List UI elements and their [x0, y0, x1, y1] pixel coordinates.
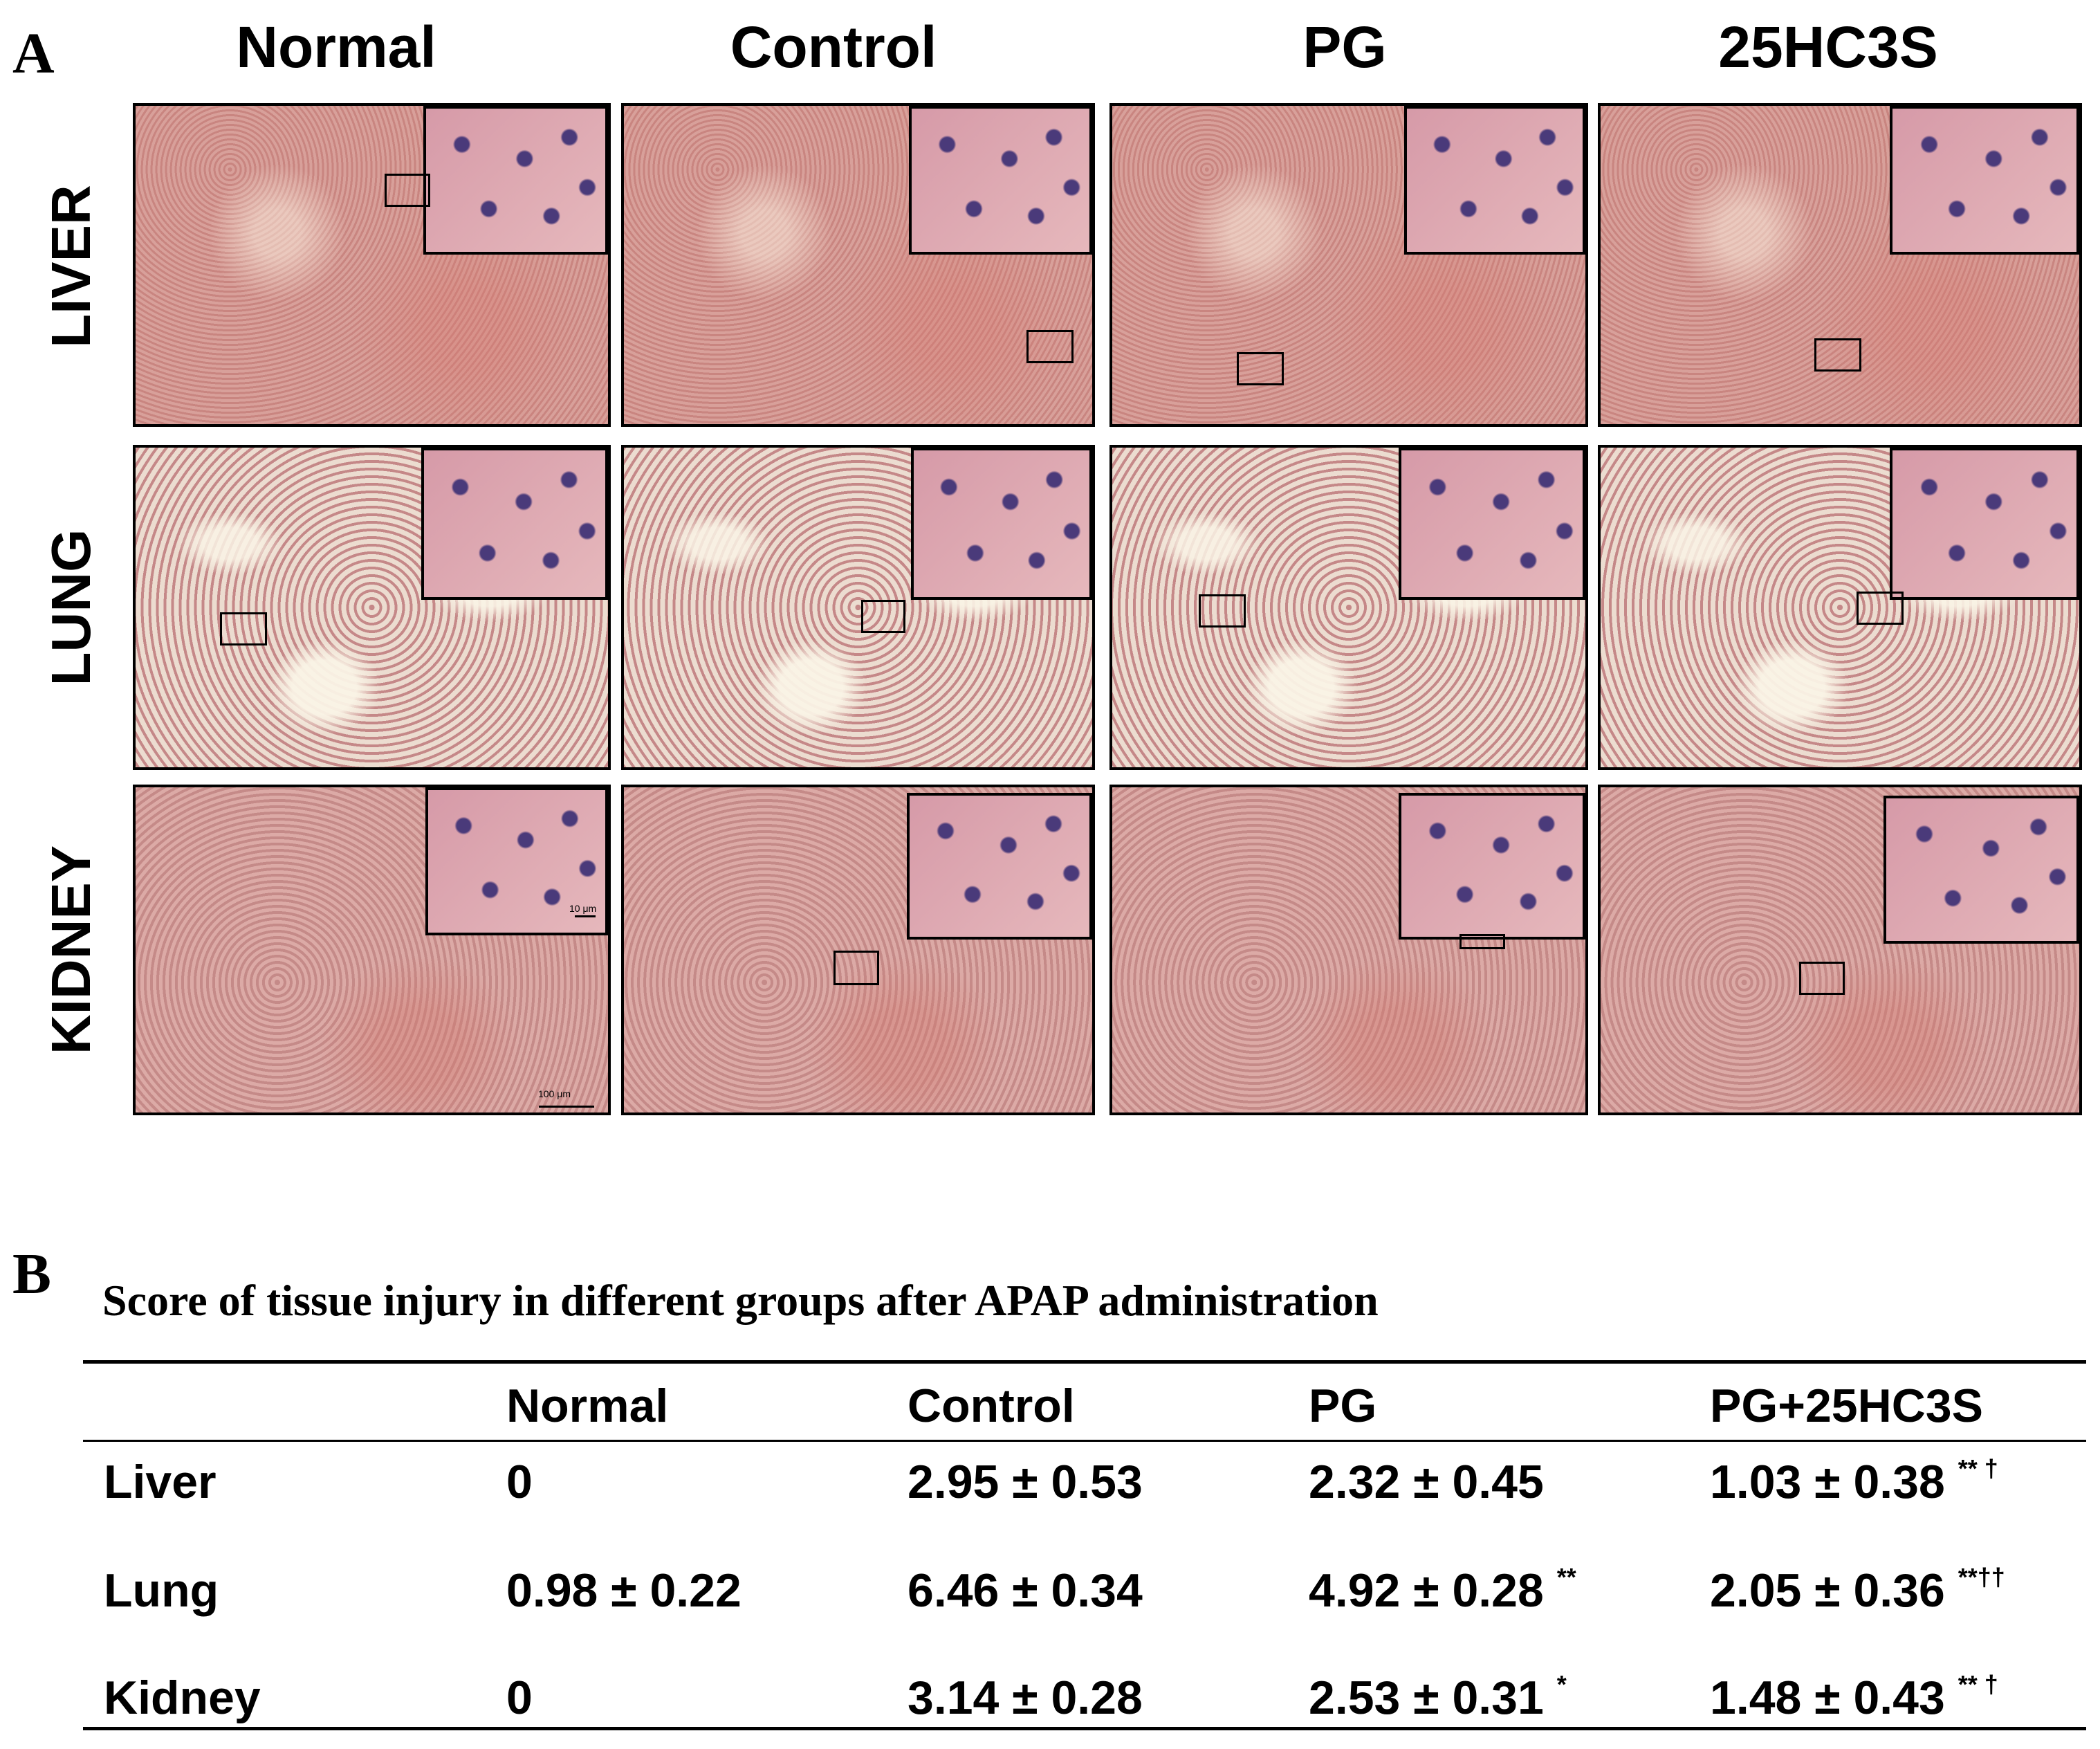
roi-box — [1799, 962, 1845, 995]
inset-kidney-control — [907, 793, 1092, 940]
cell-value: 2.05 ± 0.36 — [1710, 1564, 1945, 1617]
cell-value: 1.03 ± 0.38 — [1710, 1456, 1945, 1508]
cell-value: 1.48 ± 0.43 — [1710, 1672, 1945, 1724]
inset-lung-control — [911, 448, 1092, 600]
roi-box — [1459, 934, 1505, 949]
micrograph-liver-normal — [133, 103, 611, 427]
row-label-kidney-table: Kidney — [104, 1672, 261, 1724]
cell-kidney-pg-25hc3s: 1.48 ± 0.43 ** † — [1710, 1672, 1998, 1724]
inset-liver-25hc3s — [1890, 106, 2079, 255]
inset-lung-normal — [421, 448, 608, 600]
cell-liver-pg-25hc3s: 1.03 ± 0.38 ** † — [1710, 1456, 1998, 1508]
roi-box — [1814, 338, 1861, 372]
inset-kidney-25hc3s — [1883, 796, 2079, 944]
cell-liver-pg: 2.32 ± 0.45 — [1309, 1458, 1544, 1505]
inset-kidney-normal: 10 μm — [425, 787, 608, 935]
row-label-lung: LUNG — [40, 529, 102, 686]
row-label-liver: LIVER — [40, 185, 102, 348]
significance-mark: ** — [1556, 1563, 1576, 1592]
micrograph-liver-pg — [1109, 103, 1588, 427]
cell-lung-pg-25hc3s: 2.05 ± 0.36 **†† — [1710, 1564, 2005, 1617]
cell-liver-control: 2.95 ± 0.53 — [908, 1456, 1143, 1508]
cell-value: 2.53 ± 0.31 — [1309, 1672, 1544, 1724]
inset-lung-pg — [1399, 448, 1585, 600]
column-header-pg: PG — [1302, 15, 1387, 80]
cell-liver-normal: 0 — [506, 1456, 533, 1508]
table-header-control: Control — [908, 1380, 1075, 1432]
roi-box — [1199, 594, 1246, 628]
micrograph-liver-25hc3s — [1598, 103, 2082, 427]
micrograph-lung-pg — [1109, 445, 1588, 770]
scale-bar-label: 100 μm — [538, 1088, 571, 1099]
significance-mark: ** † — [1958, 1670, 1998, 1699]
table-header-pg-25hc3s: PG+25HC3S — [1710, 1380, 1983, 1432]
column-header-control: Control — [730, 15, 937, 80]
roi-box — [1857, 592, 1904, 625]
inset-kidney-pg — [1399, 793, 1585, 940]
cell-lung-control: 6.46 ± 0.34 — [908, 1564, 1143, 1617]
table-header-pg: PG — [1309, 1380, 1377, 1432]
row-label-liver-table: Liver — [104, 1456, 217, 1508]
panel-b-letter: B — [12, 1242, 52, 1306]
roi-box — [833, 951, 879, 985]
inset-liver-pg — [1404, 106, 1585, 255]
column-header-25hc3s: 25HC3S — [1718, 15, 1938, 80]
table-top-rule — [83, 1360, 2086, 1364]
inset-lung-25hc3s — [1890, 448, 2079, 600]
roi-box — [1237, 352, 1284, 385]
scale-bar — [539, 1106, 594, 1108]
micrograph-kidney-25hc3s — [1598, 785, 2082, 1115]
cell-value: 2.32 ± 0.45 — [1309, 1456, 1544, 1508]
micrograph-kidney-pg — [1109, 785, 1588, 1115]
table-bottom-rule — [83, 1727, 2086, 1730]
significance-mark: * — [1556, 1670, 1567, 1699]
cell-kidney-control: 3.14 ± 0.28 — [908, 1672, 1143, 1724]
cell-kidney-normal: 0 — [506, 1672, 533, 1724]
column-header-normal: Normal — [236, 15, 436, 80]
cell-value: 4.92 ± 0.28 — [1309, 1564, 1544, 1617]
micrograph-liver-control — [621, 103, 1095, 427]
row-label-kidney: KIDNEY — [40, 845, 102, 1055]
table-header-rule — [83, 1440, 2086, 1442]
roi-box — [220, 612, 267, 645]
cell-lung-normal: 0.98 ± 0.22 — [506, 1564, 742, 1617]
panel-a-letter: A — [12, 21, 55, 86]
cell-kidney-pg: 2.53 ± 0.31 * — [1309, 1672, 1567, 1724]
micrograph-lung-25hc3s — [1598, 445, 2082, 770]
inset-scale-bar — [575, 915, 596, 917]
row-label-lung-table: Lung — [104, 1564, 219, 1617]
micrograph-lung-normal — [133, 445, 611, 770]
inset-liver-control — [909, 106, 1092, 255]
micrograph-kidney-control — [621, 785, 1095, 1115]
inset-liver-normal — [423, 106, 608, 255]
table-title: Score of tissue injury in different grou… — [102, 1276, 1379, 1325]
roi-box — [385, 174, 430, 207]
roi-box — [1026, 330, 1074, 363]
micrograph-lung-control — [621, 445, 1095, 770]
inset-scale-label: 10 μm — [569, 903, 597, 914]
micrograph-kidney-normal: 10 μm 100 μm — [133, 785, 611, 1115]
significance-mark: **†† — [1958, 1563, 2005, 1592]
cell-lung-pg: 4.92 ± 0.28 ** — [1309, 1564, 1576, 1617]
roi-box — [861, 600, 905, 633]
significance-mark: ** † — [1958, 1454, 1998, 1483]
table-header-normal: Normal — [506, 1380, 669, 1432]
